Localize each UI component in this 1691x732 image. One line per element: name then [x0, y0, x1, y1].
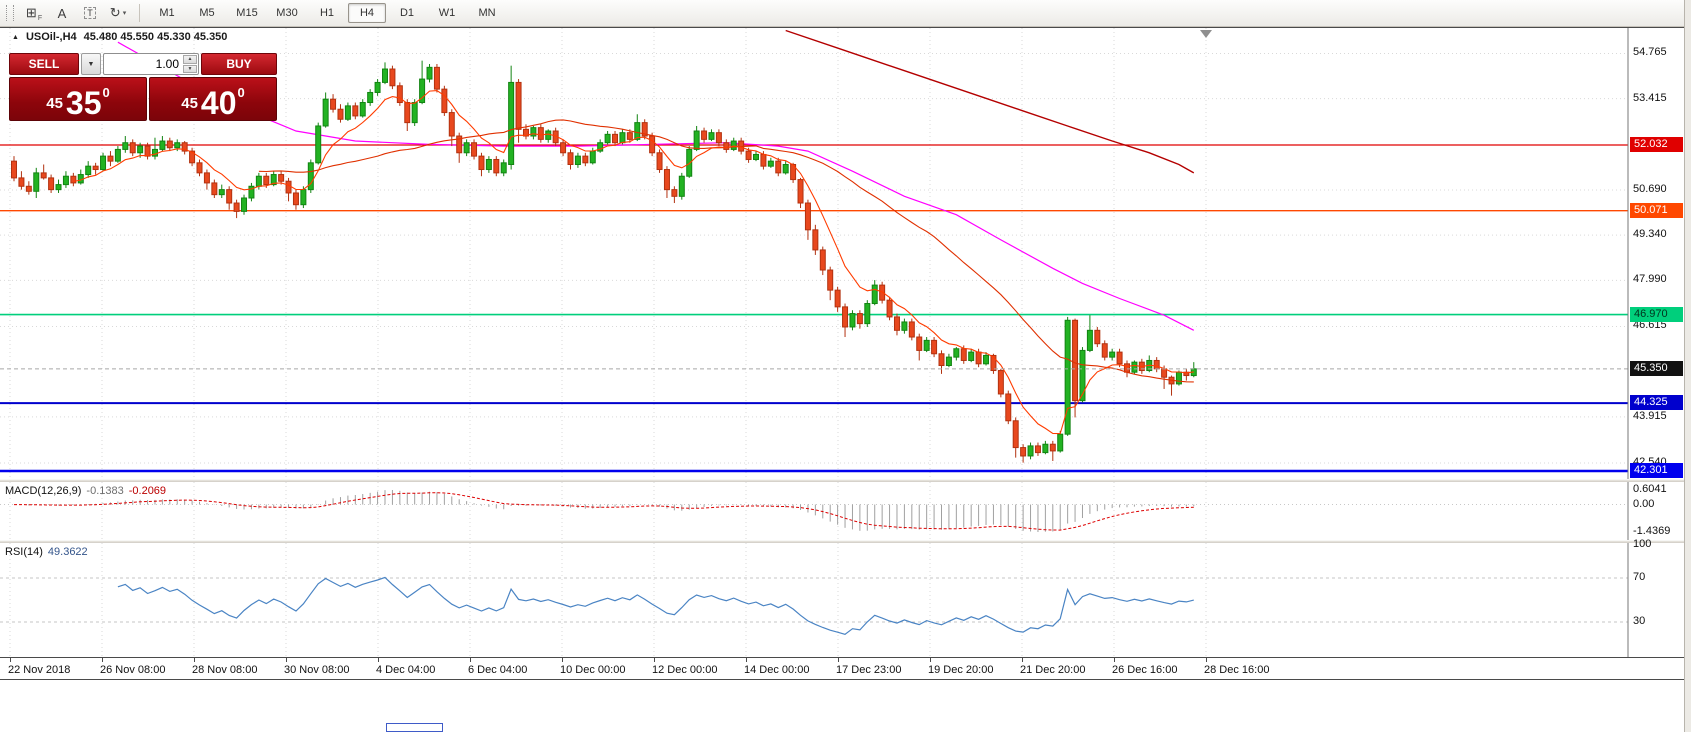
main-chart-canvas[interactable] [0, 28, 1691, 479]
time-axis-tick [562, 658, 563, 662]
time-axis-label: 28 Dec 16:00 [1204, 664, 1270, 676]
time-axis-tick [930, 658, 931, 662]
time-axis-label: 22 Nov 2018 [8, 664, 71, 676]
rsi-canvas[interactable] [0, 543, 1691, 657]
macd-signal-value: -0.2069 [128, 485, 167, 497]
timeframe-button-m30[interactable]: M30 [276, 7, 298, 19]
time-axis-tick [654, 658, 655, 662]
toolbar-grip[interactable] [6, 5, 14, 21]
time-axis[interactable]: 22 Nov 2018 26 Nov 08:00 28 Nov 08:00 30 No… [0, 657, 1691, 679]
time-axis-label: 28 Nov 08:00 [192, 664, 258, 676]
timeframe-toolbar: M1 M5 M15 M30 H1 H4 D1 W1 MN [147, 3, 507, 23]
time-axis-label: 14 Dec 00:00 [744, 664, 810, 676]
bottom-edge-widget [386, 723, 443, 732]
volume-field-wrap: ▲ ▼ [103, 53, 199, 75]
time-axis-label: 6 Dec 04:00 [468, 664, 528, 676]
sell-price-point: 0 [102, 85, 110, 100]
sell-button[interactable]: SELL [9, 53, 79, 75]
time-axis-tick [470, 658, 471, 662]
window-right-edge [1684, 0, 1691, 732]
time-axis-tick [746, 658, 747, 662]
timeframe-button-d1[interactable]: D1 [399, 7, 415, 19]
chart-symbol-timeframe: USOil-,H4 [25, 31, 77, 43]
grid-f-icon: ⊞ [25, 5, 37, 20]
time-axis-label: 10 Dec 00:00 [560, 664, 626, 676]
timeframe-button-m5[interactable]: M5 [199, 7, 215, 19]
rsi-value: 49.3622 [47, 546, 88, 558]
rsi-name: RSI(14) [5, 546, 43, 558]
symbol-marker-icon: ▲ [12, 33, 19, 41]
time-axis-tick [1114, 658, 1115, 662]
rsi-pane: 100 70 30 RSI(14) 49.3622 [0, 538, 1691, 657]
top-toolbar: ⊞ F A T ↻ ▾ M1 M5 M15 M30 H1 H4 D1 W1 MN [0, 0, 1691, 27]
chevron-down-icon: ▼ [87, 60, 95, 68]
grid-f-icon-sub: F [37, 14, 43, 22]
timeframe-button-m1[interactable]: M1 [159, 7, 175, 19]
time-axis-label: 17 Dec 23:00 [836, 664, 902, 676]
sell-price-pips: 35 [65, 84, 102, 121]
chart-window: 54.765 53.415 50.690 49.340 47.990 46.615 43.9… [0, 27, 1691, 680]
pane-divider-macd[interactable] [0, 479, 1691, 482]
grid-f-button[interactable]: ⊞ F [21, 3, 47, 24]
time-axis-tick [1022, 658, 1023, 662]
rsi-label: RSI(14) 49.3622 [5, 546, 88, 558]
timeframe-button-h4[interactable]: H4 [348, 3, 386, 23]
time-axis-label: 12 Dec 00:00 [652, 664, 718, 676]
buy-price-panel[interactable]: 45 40 0 [149, 77, 277, 121]
text-tool-button[interactable]: T [77, 3, 103, 24]
macd-pane: 0.6041 0.00 -1.4369 MACD(12,26,9) -0.1383 … [0, 482, 1691, 540]
chart-shift-marker-icon [1200, 30, 1212, 38]
buy-price-int: 45 [181, 95, 198, 112]
cycle-arrows-button[interactable]: ↻ ▾ [105, 3, 131, 24]
font-a-button[interactable]: A [49, 3, 75, 24]
chart-ohlc-values: 45.480 45.550 45.330 45.350 [83, 31, 228, 43]
timeframe-button-w1[interactable]: W1 [438, 7, 456, 19]
time-axis-label: 30 Nov 08:00 [284, 664, 350, 676]
timeframe-button-mn[interactable]: MN [478, 7, 496, 19]
main-chart-pane: 54.765 53.415 50.690 49.340 47.990 46.615 43.9… [0, 28, 1691, 479]
time-axis-tick [102, 658, 103, 662]
volume-spin-down-button[interactable]: ▼ [183, 64, 197, 73]
volume-input[interactable] [104, 54, 198, 74]
time-axis-label: 4 Dec 04:00 [376, 664, 436, 676]
timeframe-button-h1[interactable]: H1 [319, 7, 335, 19]
buy-price-pips: 40 [200, 84, 237, 121]
chart-title: ▲ USOil-,H4 45.480 45.550 45.330 45.350 [12, 31, 227, 43]
time-axis-label: 26 Dec 16:00 [1112, 664, 1178, 676]
pane-divider-rsi[interactable] [0, 540, 1691, 543]
macd-label: MACD(12,26,9) -0.1383 -0.2069 [5, 485, 166, 497]
time-axis-tick [286, 658, 287, 662]
timeframe-button-m15[interactable]: M15 [236, 7, 258, 19]
macd-canvas[interactable] [0, 482, 1691, 540]
chevron-down-icon: ▾ [122, 10, 127, 17]
buy-button[interactable]: BUY [201, 53, 277, 75]
cycle-arrows-icon: ↻ [109, 5, 121, 20]
time-axis-label: 26 Nov 08:00 [100, 664, 166, 676]
caret-up-icon: ▲ [187, 56, 193, 63]
time-axis-tick [194, 658, 195, 662]
font-a-icon: A [57, 5, 67, 21]
text-tool-icon: T [84, 7, 96, 19]
macd-name: MACD(12,26,9) [5, 485, 82, 497]
sell-price-int: 45 [46, 95, 63, 112]
volume-dropdown-button[interactable]: ▼ [81, 53, 101, 75]
sell-price-panel[interactable]: 45 35 0 [9, 77, 147, 121]
macd-main-value: -0.1383 [86, 485, 124, 497]
time-axis-label: 19 Dec 20:00 [928, 664, 994, 676]
time-axis-tick [1206, 658, 1207, 662]
time-axis-tick [378, 658, 379, 662]
caret-down-icon: ▼ [187, 65, 193, 72]
volume-spin-up-button[interactable]: ▲ [183, 55, 197, 64]
time-axis-tick [10, 658, 11, 662]
time-axis-tick [838, 658, 839, 662]
buy-price-point: 0 [237, 85, 245, 100]
time-axis-label: 21 Dec 20:00 [1020, 664, 1086, 676]
toolbar-separator [139, 4, 140, 22]
